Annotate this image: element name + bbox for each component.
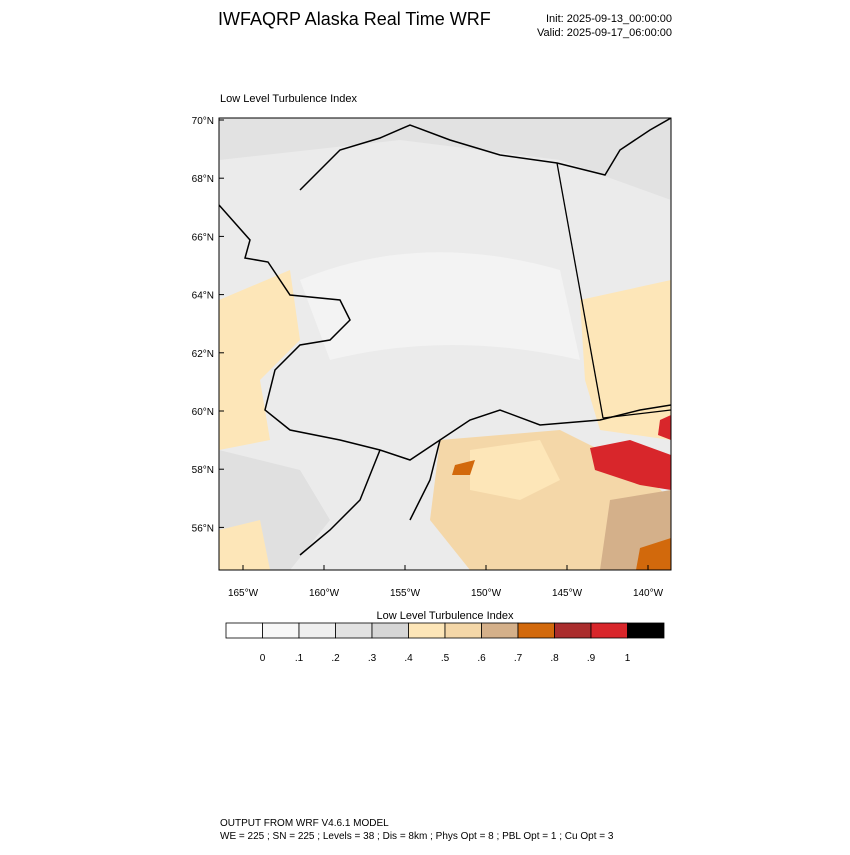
colorbar-label: .5 [441, 653, 450, 664]
colorbar-box [627, 622, 665, 639]
colorbar-box [225, 622, 263, 639]
colorbar-label: .9 [587, 653, 596, 664]
lon-label: 145°W [552, 588, 583, 599]
lon-label: 155°W [390, 588, 421, 599]
colorbar-label: .7 [514, 653, 523, 664]
colorbar-box [481, 622, 519, 639]
colorbar-title: Low Level Turbulence Index [377, 610, 514, 622]
title: IWFAQRP Alaska Real Time WRF [218, 9, 491, 29]
lat-label: 62°N [192, 349, 214, 360]
map-field [219, 118, 671, 570]
colorbar-box [371, 622, 409, 639]
colorbar-box [335, 622, 373, 639]
lat-label: 64°N [192, 291, 214, 302]
colorbar-label: .8 [550, 653, 559, 664]
colorbar: 0 .1 .2 .3 .4 .5 .6 .7 .8 .9 1 [225, 622, 665, 664]
map-frame [218, 117, 672, 571]
map-title: Low Level Turbulence Index [220, 93, 357, 105]
lon-label: 165°W [228, 588, 259, 599]
lon-labels: 165°W 160°W 155°W 150°W 145°W 140°W [228, 565, 664, 599]
colorbar-label: 0 [260, 653, 266, 664]
colorbar-label: 1 [625, 653, 631, 664]
colorbar-label: .1 [295, 653, 304, 664]
colorbar-label: .3 [368, 653, 377, 664]
lon-label: 150°W [471, 588, 502, 599]
colorbar-box [262, 622, 300, 639]
colorbar-box [408, 622, 446, 639]
lat-label: 68°N [192, 174, 214, 185]
lat-label: 70°N [192, 116, 214, 127]
colorbar-box [517, 622, 555, 639]
lon-label: 160°W [309, 588, 340, 599]
init-time: Init: 2025-09-13_00:00:00 [546, 13, 672, 25]
colorbar-label: .2 [331, 653, 340, 664]
colorbar-label: .4 [404, 653, 413, 664]
colorbar-box [444, 622, 482, 639]
colorbar-box [554, 622, 592, 639]
lat-labels: 70°N 68°N 66°N 64°N 62°N 60°N 58°N 56°N [192, 116, 224, 534]
colorbar-box [298, 622, 336, 639]
lat-label: 60°N [192, 407, 214, 418]
footer-line: OUTPUT FROM WRF V4.6.1 MODEL [220, 818, 389, 829]
colorbar-label: .6 [477, 653, 486, 664]
lat-label: 56°N [192, 523, 214, 534]
footer-line: WE = 225 ; SN = 225 ; Levels = 38 ; Dis … [220, 831, 614, 842]
lat-label: 66°N [192, 232, 214, 243]
lat-label: 58°N [192, 465, 214, 476]
colorbar-box [590, 622, 628, 639]
valid-time: Valid: 2025-09-17_06:00:00 [537, 27, 672, 39]
lon-label: 140°W [633, 588, 664, 599]
